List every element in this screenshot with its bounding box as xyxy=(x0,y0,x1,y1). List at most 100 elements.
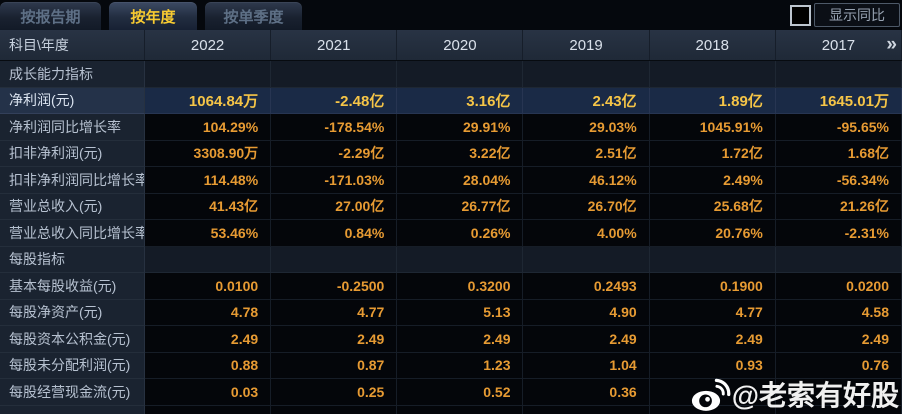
cell-value: 4.90 xyxy=(523,299,650,326)
cell-value xyxy=(271,61,398,88)
cell-value: 104.29% xyxy=(145,114,272,141)
cell-value xyxy=(145,405,272,414)
cell-value: 2.49 xyxy=(271,326,398,353)
cell-value xyxy=(145,246,272,273)
section-row: 成长能力指标 xyxy=(0,61,902,88)
cell-value: 4.77 xyxy=(649,299,776,326)
cell-value: -95.65% xyxy=(775,114,902,141)
row-label: 基本每股收益(元) xyxy=(0,273,145,300)
cell-value xyxy=(775,405,902,414)
table-row: 基本每股收益(元) 0.0100 -0.2500 0.3200 0.2493 0.1900… xyxy=(0,273,902,300)
cell-value: 1.04 xyxy=(523,352,650,379)
row-label: 净利润(元) xyxy=(0,87,145,114)
cell-value: 1.89亿 xyxy=(649,87,776,114)
section-label: 每股指标 xyxy=(0,246,145,273)
cell-value: 29.03% xyxy=(523,114,650,141)
table-header: 科目\年度 2022 2021 2020 2019 2018 2017» xyxy=(0,30,902,61)
show-yoy-checkbox[interactable] xyxy=(790,5,811,26)
row-label: 每股未分配利润(元) xyxy=(0,352,145,379)
cell-value: 0.52 xyxy=(397,379,524,406)
year-column-header: 2018 xyxy=(650,30,776,60)
cell-value: 46.12% xyxy=(523,167,650,194)
filler-row xyxy=(0,405,902,414)
cell-value xyxy=(775,379,902,406)
cell-value: 3.16亿 xyxy=(397,87,524,114)
cell-value: 1.23 xyxy=(397,352,524,379)
cell-value: 3.22亿 xyxy=(397,140,524,167)
cell-value: 0.76 xyxy=(775,352,902,379)
cell-value: 0.36 xyxy=(523,379,650,406)
table-row: 净利润(元) 1064.84万 -2.48亿 3.16亿 2.43亿 1.89亿 1645.… xyxy=(0,87,902,114)
cell-value: 5.13 xyxy=(397,299,524,326)
cell-value: 1.72亿 xyxy=(649,140,776,167)
cell-value: 0.88 xyxy=(145,352,272,379)
row-label: 每股净资产(元) xyxy=(0,299,145,326)
section-row: 每股指标 xyxy=(0,246,902,273)
table-row: 每股未分配利润(元) 0.88 0.87 1.23 1.04 0.93 0.76 xyxy=(0,352,902,379)
cell-value: 41.43亿 xyxy=(145,193,272,220)
cell-value: -0.2500 xyxy=(271,273,398,300)
cell-value: 0.93 xyxy=(649,352,776,379)
cell-value: 0.1900 xyxy=(649,273,776,300)
cell-value: 0.87 xyxy=(271,352,398,379)
cell-value xyxy=(649,246,776,273)
cell-value: -2.48亿 xyxy=(271,87,398,114)
tab-by-quarter[interactable]: 按单季度 xyxy=(205,2,302,30)
cell-value: 4.77 xyxy=(271,299,398,326)
cell-value xyxy=(397,61,524,88)
cell-value: 0.3200 xyxy=(397,273,524,300)
cell-value: 0.03 xyxy=(145,379,272,406)
cell-value: 20.76% xyxy=(649,220,776,247)
section-label: 成长能力指标 xyxy=(0,61,145,88)
cell-value: -2.29亿 xyxy=(271,140,398,167)
row-label: 营业总收入(元) xyxy=(0,193,145,220)
cell-value: 27.00亿 xyxy=(271,193,398,220)
tab-by-year[interactable]: 按年度 xyxy=(109,2,197,30)
cell-value: 28.04% xyxy=(397,167,524,194)
row-label: 净利润同比增长率 xyxy=(0,114,145,141)
row-label: 扣非净利润(元) xyxy=(0,140,145,167)
table-row: 每股资本公积金(元) 2.49 2.49 2.49 2.49 2.49 2.49 xyxy=(0,326,902,353)
cell-value: -171.03% xyxy=(271,167,398,194)
cell-value: 2.49 xyxy=(775,326,902,353)
cell-value: 0.84% xyxy=(271,220,398,247)
cell-value: 26.77亿 xyxy=(397,193,524,220)
cell-value: 2.49 xyxy=(523,326,650,353)
row-label xyxy=(0,405,145,414)
cell-value xyxy=(649,61,776,88)
more-years-icon[interactable]: » xyxy=(886,34,897,55)
row-label: 营业总收入同比增长率 xyxy=(0,220,145,247)
cell-value: 4.58 xyxy=(775,299,902,326)
table-row: 营业总收入同比增长率 53.46% 0.84% 0.26% 4.00% 20.76% -2.… xyxy=(0,220,902,247)
cell-value xyxy=(649,379,776,406)
tab-by-report-period[interactable]: 按报告期 xyxy=(0,2,101,30)
table-row: 每股经营现金流(元) 0.03 0.25 0.52 0.36 xyxy=(0,379,902,406)
cell-value: 1064.84万 xyxy=(145,87,272,114)
cell-value: 2.43亿 xyxy=(523,87,650,114)
table-row: 营业总收入(元) 41.43亿 27.00亿 26.77亿 26.70亿 25.68亿 21… xyxy=(0,193,902,220)
cell-value: 2.49% xyxy=(649,167,776,194)
cell-value: 3308.90万 xyxy=(145,140,272,167)
tab-bar: 按报告期 按年度 按单季度 显示同比 xyxy=(0,0,902,30)
cell-value: 2.49 xyxy=(649,326,776,353)
cell-value: 2.51亿 xyxy=(523,140,650,167)
table-body: 成长能力指标 净利润(元) 1064.84万 -2.48亿 3.16亿 2.43亿 1.89… xyxy=(0,61,902,414)
year-column-header: 2019 xyxy=(523,30,650,60)
cell-value: 0.2493 xyxy=(523,273,650,300)
cell-value: 1045.91% xyxy=(649,114,776,141)
cell-value: 25.68亿 xyxy=(649,193,776,220)
cell-value xyxy=(397,246,524,273)
cell-value: -2.31% xyxy=(775,220,902,247)
cell-value xyxy=(397,405,524,414)
cell-value xyxy=(775,246,902,273)
cell-value: 4.78 xyxy=(145,299,272,326)
table-row: 扣非净利润(元) 3308.90万 -2.29亿 3.22亿 2.51亿 1.72亿 1.6… xyxy=(0,140,902,167)
cell-value: 0.25 xyxy=(271,379,398,406)
year-column-header: 2021 xyxy=(271,30,398,60)
corner-label: 科目\年度 xyxy=(0,30,145,60)
cell-value: 1.68亿 xyxy=(775,140,902,167)
cell-value: 29.91% xyxy=(397,114,524,141)
cell-value: 1645.01万 xyxy=(775,87,902,114)
show-yoy-button[interactable]: 显示同比 xyxy=(814,3,900,27)
